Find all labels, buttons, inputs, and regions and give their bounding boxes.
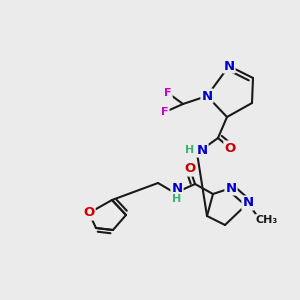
- Text: N: N: [225, 182, 237, 194]
- Text: N: N: [196, 143, 208, 157]
- Text: O: O: [224, 142, 236, 154]
- Text: N: N: [224, 59, 235, 73]
- Text: N: N: [242, 196, 253, 209]
- Text: O: O: [184, 163, 196, 176]
- Text: CH₃: CH₃: [256, 215, 278, 225]
- Text: H: H: [185, 145, 195, 155]
- Text: N: N: [201, 89, 213, 103]
- Text: F: F: [164, 88, 172, 98]
- Text: N: N: [171, 182, 183, 194]
- Text: O: O: [83, 206, 94, 220]
- Text: H: H: [172, 194, 182, 204]
- Text: F: F: [161, 107, 169, 117]
